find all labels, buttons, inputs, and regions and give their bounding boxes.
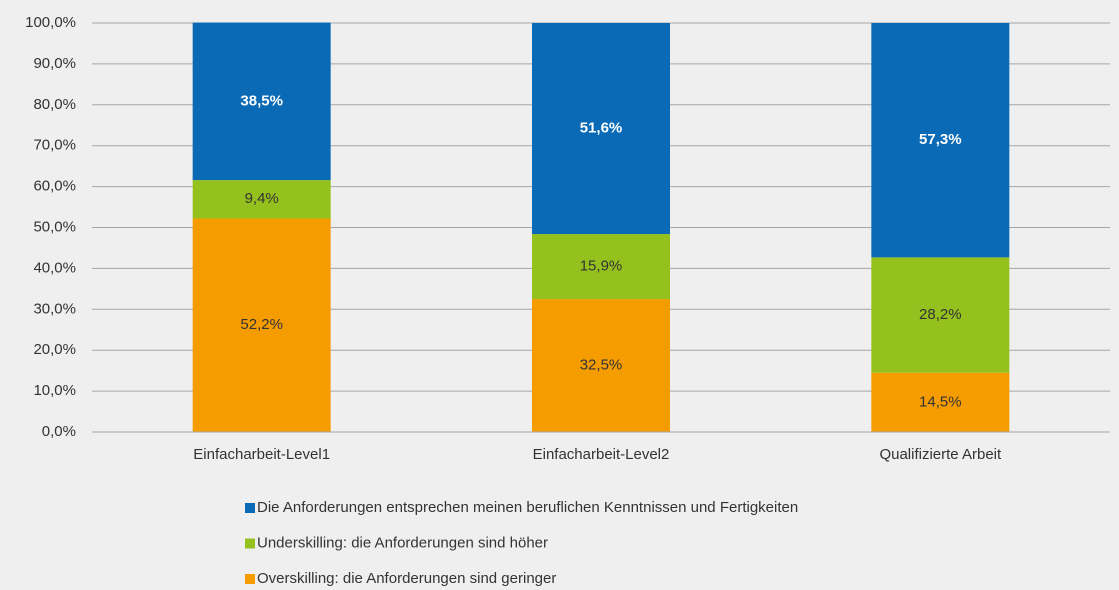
bar-segment [871,372,1010,432]
bar-segment [871,23,1010,258]
y-tick-label: 90,0% [33,55,76,72]
y-tick-label: 0,0% [42,423,76,440]
y-tick-label: 70,0% [33,137,76,154]
bar-segment [871,257,1010,373]
y-tick-label: 40,0% [33,259,76,276]
y-tick-label: 30,0% [33,300,76,317]
data-label: 52,2% [240,316,283,333]
bar-segment [532,299,670,432]
y-tick-label: 50,0% [33,218,76,235]
y-tick-label: 80,0% [33,96,76,113]
x-tick-label: Qualifizierte Arbeit [879,446,1002,463]
data-label: 32,5% [580,357,623,374]
legend-swatch [245,538,255,549]
data-label: 28,2% [919,306,962,323]
bar-segment [532,23,670,235]
legend-label: Overskilling: die Anforderungen sind ger… [257,570,556,587]
x-tick-label: Einfacharbeit-Level2 [533,446,670,463]
bar-segment [192,218,331,432]
legend-swatch [245,574,255,584]
legend-swatch [245,503,255,513]
x-tick-label: Einfacharbeit-Level1 [193,446,330,463]
data-label: 38,5% [240,92,283,109]
bar-segment [532,234,670,300]
bar-segment [192,22,331,181]
y-tick-label: 10,0% [33,382,76,399]
y-tick-label: 20,0% [33,341,76,358]
data-label: 14,5% [919,393,962,410]
data-label: 51,6% [580,119,623,136]
legend-label: Die Anforderungen entsprechen meinen ber… [257,499,798,516]
data-label: 15,9% [580,258,623,275]
legend-label: Underskilling: die Anforderungen sind hö… [257,534,548,551]
bar-segment [192,180,331,219]
y-tick-label: 100,0% [25,14,76,31]
data-label: 9,4% [245,190,279,207]
y-tick-label: 60,0% [33,178,76,195]
data-label: 57,3% [919,131,962,148]
